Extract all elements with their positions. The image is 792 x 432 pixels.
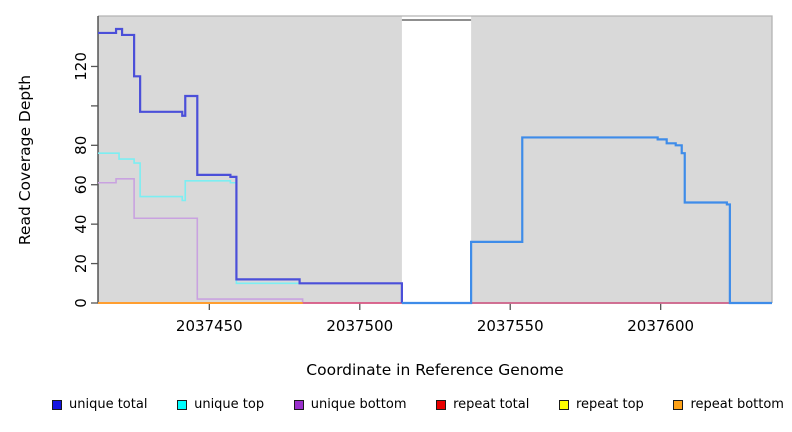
legend-label: repeat total — [453, 397, 530, 412]
legend-item-repeat-top: repeat top — [559, 397, 644, 412]
legend-label: unique top — [194, 397, 265, 412]
series-unique-total-left-of-gap--line — [98, 27, 404, 303]
legend-swatch — [52, 399, 62, 410]
legend-swatch — [293, 399, 304, 410]
legend-label: repeat bottom — [690, 397, 784, 412]
legend-label: unique bottom — [310, 397, 407, 412]
y-tick-label: 0 — [72, 298, 90, 308]
legend-item-unique-bottom: unique bottom — [293, 397, 407, 412]
series-unique-total-right-of-gap--line — [401, 136, 772, 305]
series-unique-bottom-line — [98, 178, 772, 304]
gap-band — [401, 16, 472, 302]
y-tick-label: 80 — [72, 136, 90, 155]
x-tick-label: 2037500 — [326, 317, 393, 335]
y-axis-title: Read Coverage Depth — [16, 75, 34, 245]
x-tick-label: 2037550 — [477, 317, 544, 335]
legend-label: unique total — [69, 397, 148, 412]
series-layer — [98, 27, 772, 305]
plot-canvas: 0 20 40 60 80 120 2037450 2037500 2037550 2037600… — [16, 15, 773, 379]
y-tick-label: 20 — [72, 254, 90, 273]
plot-border-light — [98, 15, 773, 303]
legend-swatch — [436, 399, 447, 410]
legend-swatch — [177, 399, 188, 410]
x-tick-label: 2037600 — [627, 317, 694, 335]
legend-label: repeat top — [576, 397, 644, 412]
legend-item-repeat-bottom: repeat bottom — [673, 397, 784, 412]
legend-item-repeat-total: repeat total — [436, 397, 529, 412]
y-tick-label: 60 — [72, 175, 90, 194]
y-tick-label: 40 — [72, 215, 90, 234]
y-tick-label: 120 — [72, 52, 90, 81]
legend-swatch — [673, 399, 684, 410]
legend-swatch — [559, 399, 569, 410]
x-axis-title: Coordinate in Reference Genome — [306, 361, 563, 379]
plot-background-layer — [98, 16, 772, 303]
series-unique-top-line — [98, 152, 772, 304]
legend-item-unique-top: unique top — [177, 397, 264, 412]
x-tick-label: 2037450 — [176, 317, 243, 335]
legend-item-unique-total: unique total — [52, 397, 147, 412]
legend: unique total unique top unique bottom repea… — [52, 397, 784, 412]
